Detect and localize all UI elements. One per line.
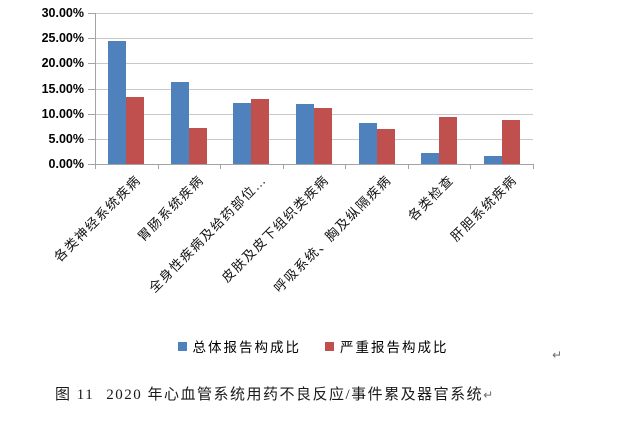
x-axis-tick bbox=[533, 164, 534, 169]
bar-chart: 0.00% 5.00% 10.00% 15.00% 20.00% 25.00% 30.00%… bbox=[33, 6, 593, 356]
y-axis-tick bbox=[88, 113, 95, 115]
y-axis-line bbox=[95, 13, 96, 169]
bar-total-4 bbox=[358, 123, 377, 164]
figure-caption-text: 2020 年心血管系统用药不良反应/事件累及器官系统 bbox=[106, 387, 484, 403]
x-axis-tick bbox=[157, 164, 159, 169]
x-axis-category-label: 呼吸系统、胸及纵隔疾病 bbox=[270, 172, 395, 296]
bar-total-6 bbox=[483, 156, 502, 164]
bar-total-0 bbox=[108, 41, 127, 164]
x-axis-category-label: 皮肤及皮下组织类疾病 bbox=[218, 172, 332, 286]
x-axis-category-label: 各类神经系统疾病 bbox=[51, 172, 145, 265]
x-axis-tick bbox=[345, 164, 347, 169]
y-axis-tick bbox=[88, 63, 95, 65]
x-axis-category-label: 肝胆系统疾病 bbox=[447, 172, 520, 245]
figure-number-label: 图 11 bbox=[55, 387, 95, 403]
y-axis-tick-label: 10.00% bbox=[41, 106, 84, 121]
legend-label: 总体报告构成比 bbox=[192, 340, 301, 355]
gridline bbox=[95, 38, 533, 40]
gridline bbox=[95, 88, 533, 90]
legend-entry: 严重报告构成比 bbox=[325, 336, 449, 356]
x-axis-tick bbox=[282, 164, 284, 169]
y-axis-tick bbox=[88, 164, 95, 165]
legend-swatch-icon bbox=[177, 341, 187, 351]
bar-serious-2 bbox=[251, 98, 270, 164]
legend-entry: 总体报告构成比 bbox=[177, 336, 302, 356]
gridline bbox=[95, 13, 533, 14]
bar-total-3 bbox=[296, 104, 314, 164]
paragraph-return-mark: ↵ bbox=[552, 348, 563, 362]
y-axis-tick bbox=[88, 88, 95, 90]
y-axis-tick bbox=[88, 13, 95, 14]
bar-serious-6 bbox=[501, 119, 520, 164]
bar-serious-3 bbox=[314, 107, 332, 164]
x-axis-tick bbox=[220, 164, 222, 169]
y-axis-tick-label: 30.00% bbox=[41, 6, 84, 20]
plot-area bbox=[95, 13, 533, 164]
caption-return-mark: ↵ bbox=[483, 388, 495, 402]
bar-total-2 bbox=[233, 103, 252, 164]
y-axis-tick bbox=[88, 38, 95, 40]
x-axis-category-label: 全身性疾病及给药部位… bbox=[145, 172, 270, 296]
bar-total-1 bbox=[170, 81, 189, 164]
figure-caption: 图 11 2020 年心血管系统用药不良反应/事件累及器官系统↵ bbox=[55, 383, 615, 404]
y-axis-tick-label: 25.00% bbox=[41, 31, 84, 46]
bar-serious-0 bbox=[126, 96, 145, 164]
y-axis-tick-label: 15.00% bbox=[41, 81, 84, 96]
y-axis-tick-label: 0.00% bbox=[48, 157, 84, 171]
bar-serious-1 bbox=[188, 128, 207, 164]
bar-total-5 bbox=[421, 152, 440, 164]
gridline bbox=[95, 63, 533, 65]
x-axis-category-label: 各类检查 bbox=[405, 172, 457, 224]
x-axis-tick bbox=[95, 164, 96, 169]
chart-legend: 总体报告构成比 严重报告构成比 bbox=[33, 336, 593, 356]
y-axis-tick bbox=[88, 138, 95, 140]
bar-serious-4 bbox=[376, 129, 395, 164]
x-axis-line bbox=[95, 164, 534, 165]
x-axis-tick bbox=[407, 164, 409, 169]
y-axis-tick-label: 20.00% bbox=[41, 56, 84, 71]
legend-label: 严重报告构成比 bbox=[340, 340, 449, 355]
y-axis-tick-label: 5.00% bbox=[48, 131, 84, 146]
legend-swatch-icon bbox=[325, 341, 334, 351]
x-axis-tick bbox=[470, 164, 472, 169]
bar-serious-5 bbox=[439, 116, 458, 164]
